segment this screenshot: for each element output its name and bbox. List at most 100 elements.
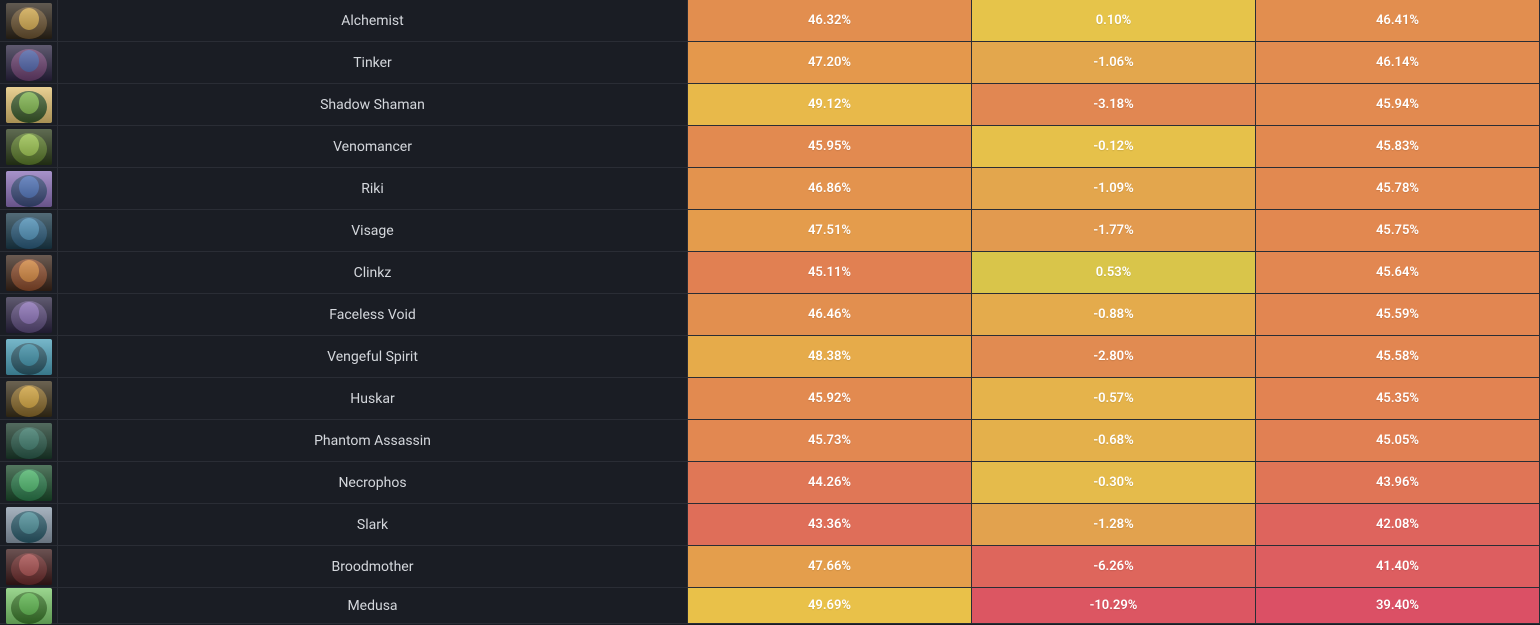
stat-cell-1: 49.69% xyxy=(688,588,972,623)
stat-cell-3: 45.83% xyxy=(1256,126,1540,167)
hero-name-cell[interactable]: Alchemist xyxy=(58,0,688,41)
table-row[interactable]: Vengeful Spirit48.38%-2.80%45.58% xyxy=(0,336,1540,378)
hero-icon-cell xyxy=(0,420,58,461)
stat-cell-3: 41.40% xyxy=(1256,546,1540,587)
hero-name-cell[interactable]: Clinkz xyxy=(58,252,688,293)
hero-icon-cell xyxy=(0,42,58,83)
stat-value: 45.59% xyxy=(1376,307,1419,322)
hero-name-label: Clinkz xyxy=(354,265,392,281)
hero-name-label: Broodmother xyxy=(332,559,414,575)
table-row[interactable]: Tinker47.20%-1.06%46.14% xyxy=(0,42,1540,84)
stat-value: -10.29% xyxy=(1090,598,1138,613)
stat-cell-2: -10.29% xyxy=(972,588,1256,623)
hero-name-label: Tinker xyxy=(353,55,392,71)
stat-cell-1: 45.95% xyxy=(688,126,972,167)
hero-name-cell[interactable]: Medusa xyxy=(58,588,688,623)
stat-cell-2: -0.88% xyxy=(972,294,1256,335)
stat-cell-2: -2.80% xyxy=(972,336,1256,377)
stat-cell-2: -0.68% xyxy=(972,420,1256,461)
hero-portrait-icon xyxy=(6,3,52,39)
stat-cell-3: 45.05% xyxy=(1256,420,1540,461)
stat-cell-1: 45.11% xyxy=(688,252,972,293)
hero-name-cell[interactable]: Slark xyxy=(58,504,688,545)
stat-value: 45.95% xyxy=(808,139,851,154)
hero-icon-cell xyxy=(0,0,58,41)
table-row[interactable]: Huskar45.92%-0.57%45.35% xyxy=(0,378,1540,420)
hero-name-cell[interactable]: Venomancer xyxy=(58,126,688,167)
stat-cell-3: 46.41% xyxy=(1256,0,1540,41)
stat-cell-2: 0.53% xyxy=(972,252,1256,293)
table-row[interactable]: Shadow Shaman49.12%-3.18%45.94% xyxy=(0,84,1540,126)
hero-name-cell[interactable]: Riki xyxy=(58,168,688,209)
stat-value: -3.18% xyxy=(1093,97,1133,112)
table-row[interactable]: Slark43.36%-1.28%42.08% xyxy=(0,504,1540,546)
stat-cell-3: 45.64% xyxy=(1256,252,1540,293)
stat-cell-1: 46.32% xyxy=(688,0,972,41)
hero-portrait-icon xyxy=(6,588,52,624)
stat-cell-3: 45.59% xyxy=(1256,294,1540,335)
hero-portrait-icon xyxy=(6,507,52,543)
hero-name-label: Faceless Void xyxy=(329,307,416,323)
stat-cell-1: 43.36% xyxy=(688,504,972,545)
stat-cell-2: -1.28% xyxy=(972,504,1256,545)
stat-value: 41.40% xyxy=(1376,559,1419,574)
stat-value: -1.77% xyxy=(1093,223,1133,238)
stat-value: 45.05% xyxy=(1376,433,1419,448)
hero-name-label: Visage xyxy=(351,223,393,239)
stat-value: 45.35% xyxy=(1376,391,1419,406)
hero-icon-cell xyxy=(0,294,58,335)
stat-cell-1: 49.12% xyxy=(688,84,972,125)
stat-value: -0.68% xyxy=(1093,433,1133,448)
table-row[interactable]: Broodmother 47.66%-6.26% 41.40% xyxy=(0,546,1540,588)
stat-cell-1: 47.20% xyxy=(688,42,972,83)
table-row[interactable]: Riki46.86%-1.09%45.78% xyxy=(0,168,1540,210)
table-row[interactable]: Medusa49.69% -10.29% 39.40% xyxy=(0,588,1540,624)
table-row[interactable]: Faceless Void46.46%-0.88%45.59% xyxy=(0,294,1540,336)
stat-cell-2: 0.10% xyxy=(972,0,1256,41)
hero-icon-cell xyxy=(0,168,58,209)
stat-value: 45.11% xyxy=(808,265,851,280)
hero-name-cell[interactable]: Huskar xyxy=(58,378,688,419)
hero-name-cell[interactable]: Tinker xyxy=(58,42,688,83)
stat-cell-2: -0.57% xyxy=(972,378,1256,419)
hero-name-cell[interactable]: Necrophos xyxy=(58,462,688,503)
stat-cell-3: 45.78% xyxy=(1256,168,1540,209)
stat-cell-3: 39.40% xyxy=(1256,588,1540,623)
table-row[interactable]: Necrophos44.26%-0.30%43.96% xyxy=(0,462,1540,504)
stat-value: 46.32% xyxy=(808,13,851,28)
stat-value: 0.10% xyxy=(1096,13,1132,28)
stat-cell-2: -1.77% xyxy=(972,210,1256,251)
hero-name-cell[interactable]: Phantom Assassin xyxy=(58,420,688,461)
table-row[interactable]: Alchemist 46.32% 0.10% 46.41% xyxy=(0,0,1540,42)
hero-portrait-icon xyxy=(6,87,52,123)
table-row[interactable]: Venomancer45.95%-0.12%45.83% xyxy=(0,126,1540,168)
stat-cell-3: 42.08% xyxy=(1256,504,1540,545)
hero-name-cell[interactable]: Shadow Shaman xyxy=(58,84,688,125)
hero-name-label: Alchemist xyxy=(341,13,404,29)
table-row[interactable]: Clinkz 45.11% 0.53% 45.64% xyxy=(0,252,1540,294)
stat-cell-2: -1.06% xyxy=(972,42,1256,83)
hero-portrait-icon xyxy=(6,213,52,249)
stat-value: 45.64% xyxy=(1376,265,1419,280)
hero-name-cell[interactable]: Visage xyxy=(58,210,688,251)
stat-value: 47.51% xyxy=(808,223,851,238)
stat-cell-2: -0.30% xyxy=(972,462,1256,503)
stat-value: 45.78% xyxy=(1376,181,1419,196)
table-row[interactable]: Phantom Assassin45.73%-0.68%45.05% xyxy=(0,420,1540,462)
hero-portrait-icon xyxy=(6,423,52,459)
hero-name-label: Vengeful Spirit xyxy=(327,349,418,365)
hero-name-cell[interactable]: Faceless Void xyxy=(58,294,688,335)
stat-cell-1: 47.66% xyxy=(688,546,972,587)
stat-cell-2: -6.26% xyxy=(972,546,1256,587)
hero-portrait-icon xyxy=(6,297,52,333)
hero-name-cell[interactable]: Vengeful Spirit xyxy=(58,336,688,377)
stat-value: -0.88% xyxy=(1093,307,1133,322)
hero-portrait-icon xyxy=(6,381,52,417)
hero-portrait-icon xyxy=(6,255,52,291)
table-row[interactable]: Visage47.51%-1.77%45.75% xyxy=(0,210,1540,252)
stat-cell-3: 45.35% xyxy=(1256,378,1540,419)
stat-cell-3: 45.58% xyxy=(1256,336,1540,377)
hero-icon-cell xyxy=(0,84,58,125)
hero-portrait-icon xyxy=(6,465,52,501)
hero-name-cell[interactable]: Broodmother xyxy=(58,546,688,587)
